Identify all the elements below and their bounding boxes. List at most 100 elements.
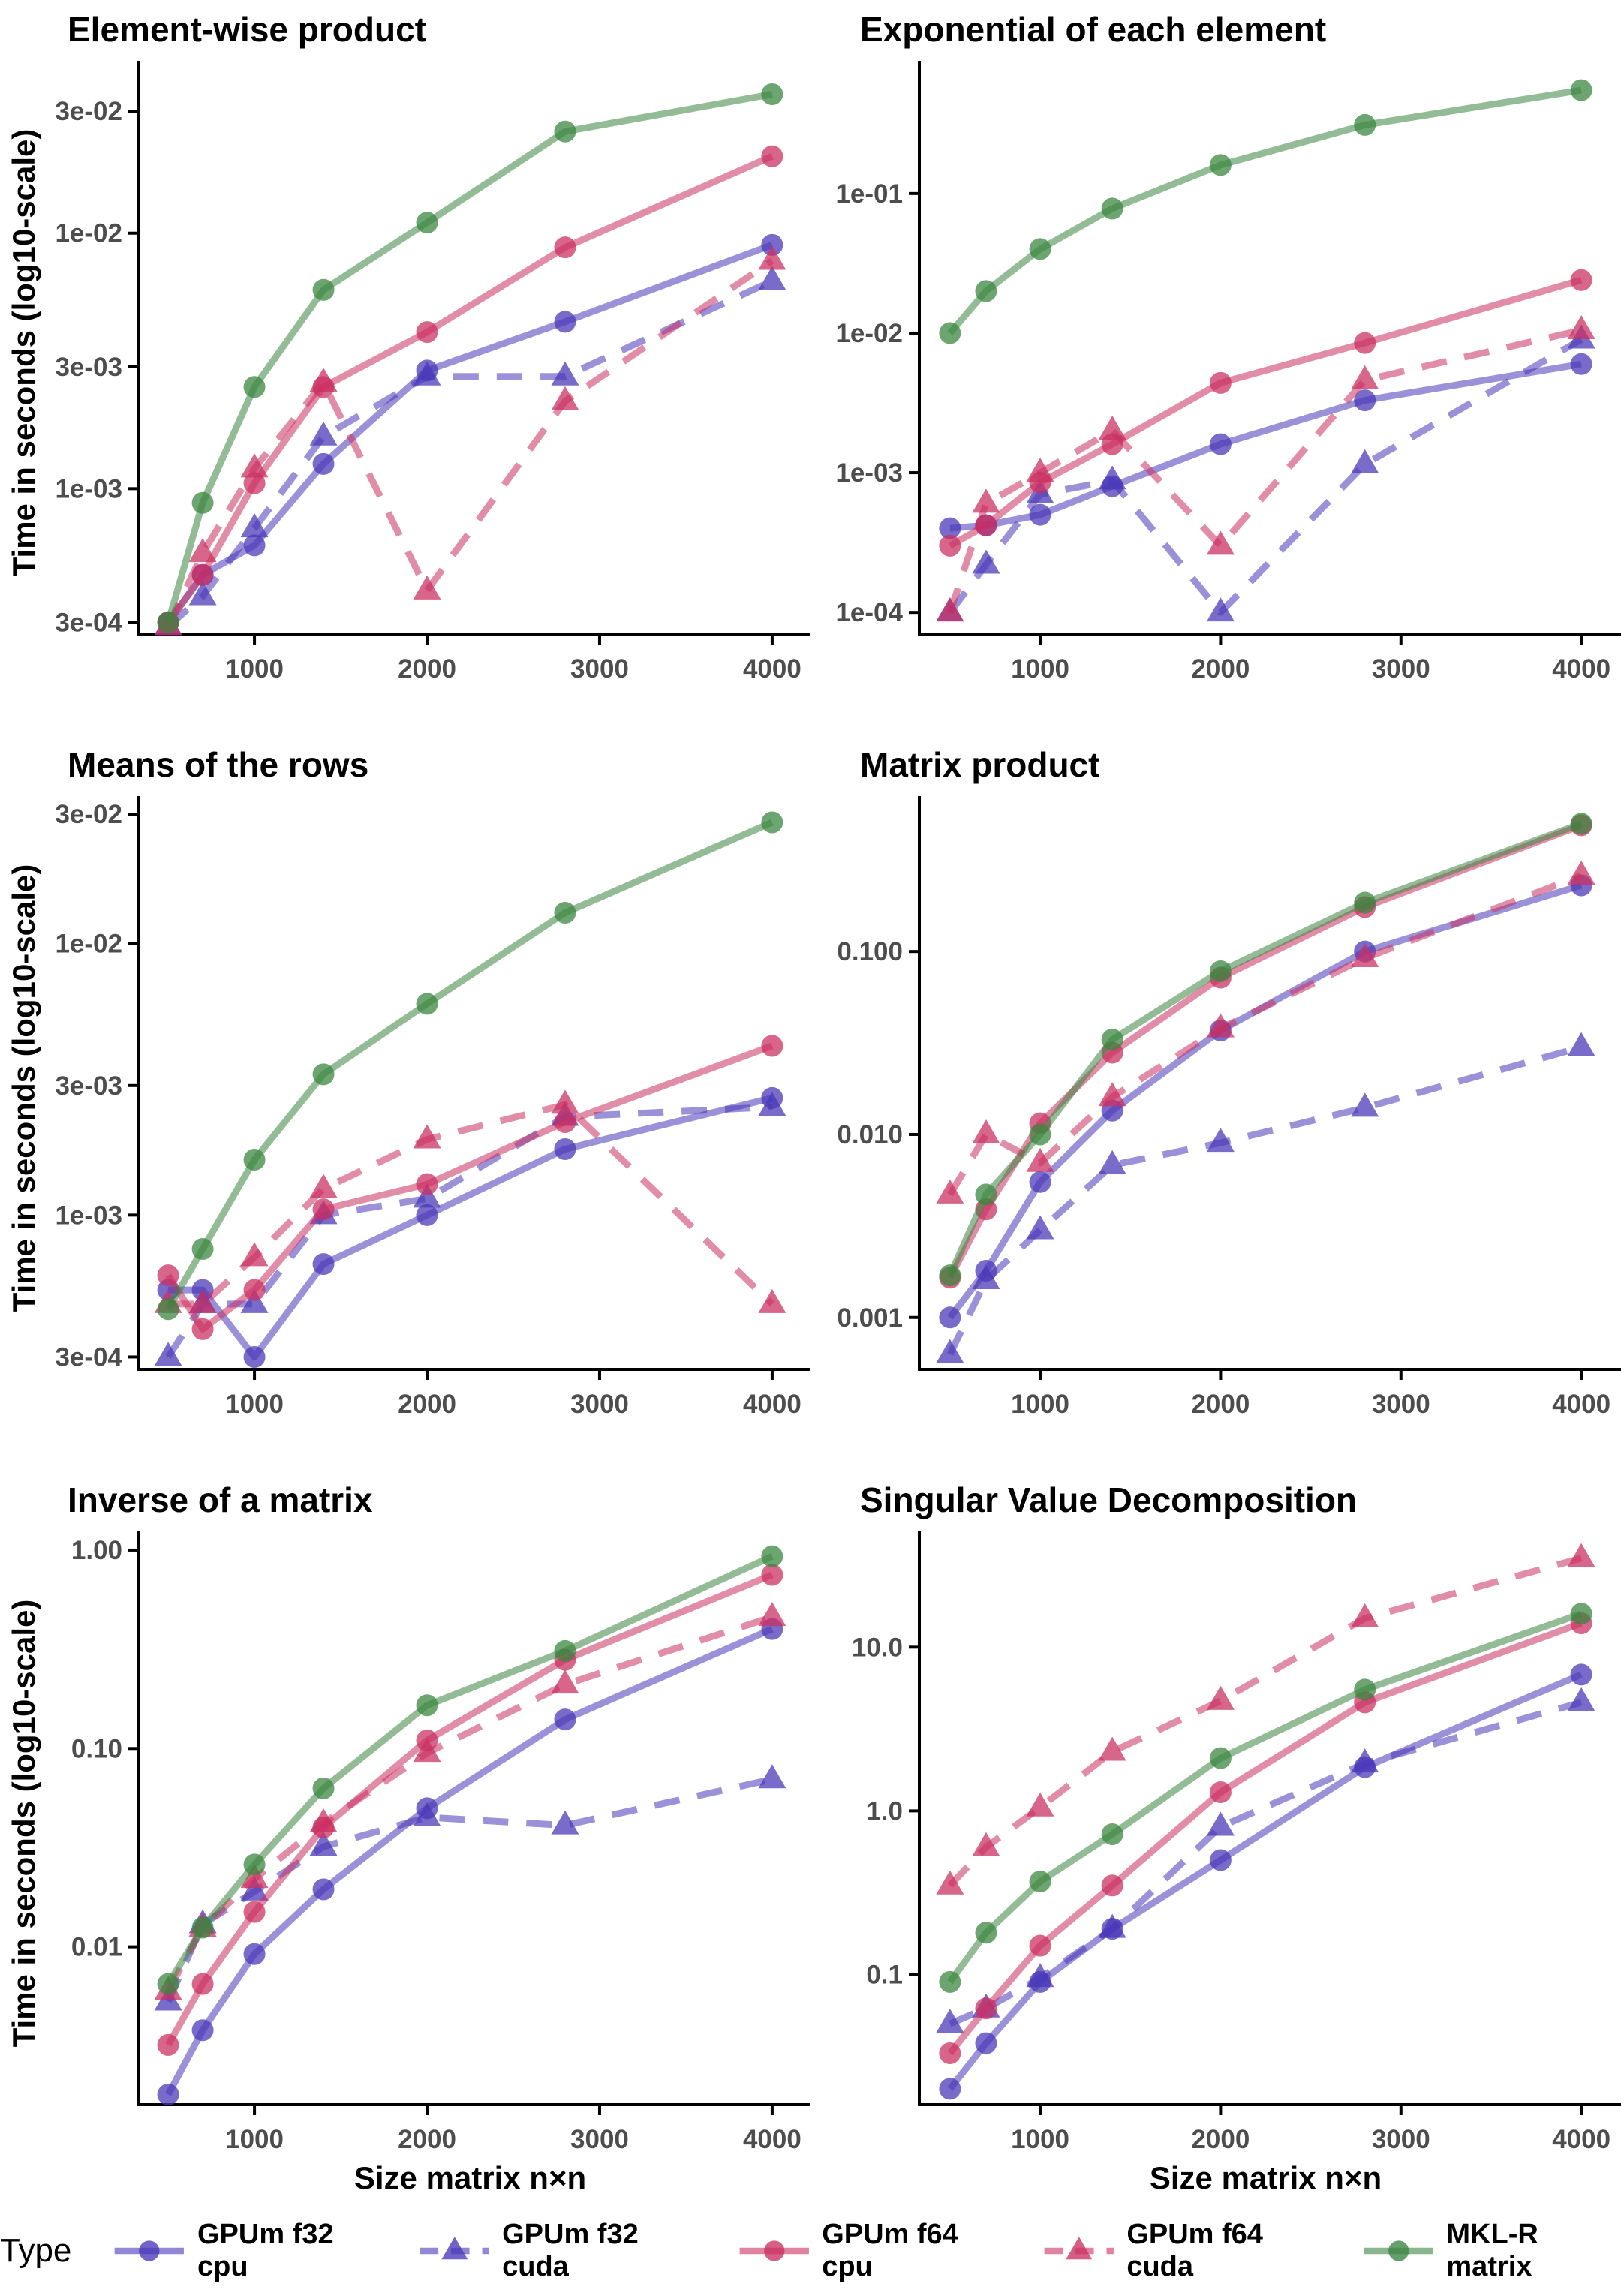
series-gpum-f64-cuda [154, 1089, 786, 1313]
legend-entry-gpum-f64-cuda: GPUm f64 cuda [1040, 2219, 1325, 2283]
y-tick-label: 3e-02 [55, 800, 122, 829]
y-tick-label: 1e-02 [55, 930, 122, 959]
triangle-marker-icon [420, 2237, 489, 2260]
x-tick-label: 4000 [1552, 654, 1610, 684]
x-tick-label: 2000 [398, 2125, 456, 2154]
y-tick-label: 3e-04 [55, 608, 122, 637]
x-tick-label: 2000 [398, 654, 456, 684]
y-tick-label: 0.010 [837, 1120, 903, 1150]
y-tick-label: 10.0 [852, 1633, 903, 1662]
x-tick-label: 4000 [1552, 1390, 1610, 1419]
x-tick-label: 3000 [1372, 2125, 1430, 2154]
x-tick-label: 2000 [1191, 654, 1250, 684]
means-of-rows-chart: 1000 2000 3000 4000 3e-04 1e-03 3e-03 1e-02 3e-0… [6, 796, 810, 1419]
x-axis-title: Size matrix n×n [1150, 2160, 1382, 2195]
y-tick-label: 3e-02 [55, 97, 122, 126]
axes: 1000 2000 3000 4000 0.1 1.0 10.0 [852, 1531, 1621, 2154]
singular-value-decomposition-chart: 1000 2000 3000 4000 0.1 1.0 10.0 Size matrix n×… [852, 1531, 1621, 2195]
circle-marker-icon [1364, 2240, 1433, 2261]
legend-entry-gpum-f64-cpu: GPUm f64 cpu [735, 2219, 1006, 2283]
y-tick-label: 0.10 [71, 1734, 122, 1763]
x-tick-label: 1000 [225, 2125, 284, 2154]
legend: Type GPUm f32 cpu GPUm f32 cuda GPUm f64… [0, 2206, 1621, 2296]
legend-entry-gpum-f32-cpu: GPUm f32 cpu [110, 2219, 380, 2283]
y-axis-title: Time in seconds (log10-scale) [6, 1600, 41, 2048]
inverse-of-matrix-chart: 1000 2000 3000 4000 0.01 0.10 1.00 Time in seco… [6, 1531, 810, 2195]
x-tick-label: 1000 [1011, 654, 1069, 684]
chart-title: Element-wise product [68, 10, 426, 49]
chart-title: Matrix product [860, 745, 1100, 784]
y-axis-title: Time in seconds (log10-scale) [6, 864, 41, 1312]
x-tick-label: 1000 [1011, 1390, 1069, 1419]
circle-marker-icon [115, 2240, 185, 2261]
legend-entry-mkl-r-matrix: MKL-R matrix [1360, 2219, 1621, 2283]
chart-title: Means of the rows [68, 745, 369, 784]
series-gpum-f32-cpu [157, 1618, 783, 2105]
panel-exponential-each-element: Exponential of each element 1000 2000 3000… [810, 0, 1621, 735]
series-mkl-r-matrix [939, 1603, 1592, 1993]
y-axis-title: Time in seconds (log10-scale) [6, 129, 41, 577]
chart-grid: Element-wise product 1000 2000 3000 4000 3e-… [0, 0, 1621, 2206]
x-tick-label: 3000 [570, 2125, 629, 2154]
panel-matrix-product: Matrix product 1000 2000 3000 4000 0.001 0.01… [810, 735, 1621, 1471]
legend-entry-label: MKL-R matrix [1446, 2219, 1538, 2282]
panel-inverse-of-matrix: Inverse of a matrix 1000 2000 3000 4000 0.01… [0, 1471, 810, 2206]
matrix-product-chart: 1000 2000 3000 4000 0.001 0.010 0.100 [837, 796, 1621, 1419]
circle-marker-icon [739, 2240, 809, 2261]
series-gpum-f32-cpu [939, 874, 1592, 1329]
y-tick-label: 1.0 [866, 1796, 903, 1826]
series-gpum-f64-cpu [939, 814, 1592, 1289]
exponential-each-element-chart: 1000 2000 3000 4000 1e-04 1e-03 1e-02 1e-01 [835, 61, 1621, 684]
panel-element-wise-product: Element-wise product 1000 2000 3000 4000 3e-… [0, 0, 810, 735]
chart-title: Singular Value Decomposition [860, 1480, 1358, 1519]
legend-entry-label: GPUm f64 cuda [1126, 2219, 1263, 2282]
series-mkl-r-matrix [157, 811, 783, 1321]
legend-entry-label: GPUm f32 cpu [197, 2219, 334, 2282]
panel-singular-value-decomposition: Singular Value Decomposition 1000 2000 300… [810, 1471, 1621, 2206]
y-tick-label: 1e-03 [55, 474, 122, 503]
legend-entry-gpum-f32-cuda: GPUm f32 cuda [416, 2219, 701, 2283]
x-tick-label: 3000 [1372, 654, 1430, 684]
series-gpum-f64-cpu [157, 1035, 783, 1340]
series-gpum-f64-cuda [154, 245, 786, 636]
x-tick-label: 2000 [1191, 1390, 1250, 1419]
x-tick-label: 3000 [570, 654, 629, 684]
series-mkl-r-matrix [157, 1545, 783, 1995]
y-tick-label: 1e-01 [835, 179, 903, 209]
x-tick-label: 3000 [570, 1390, 629, 1419]
legend-entry-label: GPUm f32 cuda [502, 2219, 639, 2282]
series-gpum-f32-cuda [936, 1687, 1595, 2033]
triangle-marker-icon [1044, 2237, 1114, 2260]
x-tick-label: 4000 [1552, 2125, 1610, 2154]
x-tick-label: 2000 [398, 1390, 456, 1419]
series-gpum-f32-cuda [936, 1032, 1595, 1363]
series-gpum-f32-cuda [154, 1092, 786, 1366]
x-tick-label: 4000 [743, 1390, 801, 1419]
x-tick-label: 2000 [1191, 2125, 1250, 2154]
x-tick-label: 1000 [225, 654, 284, 684]
x-tick-label: 3000 [1372, 1390, 1430, 1419]
chart-title: Inverse of a matrix [68, 1480, 373, 1519]
series-mkl-r-matrix [939, 79, 1592, 344]
x-axis-title: Size matrix n×n [354, 2160, 586, 2195]
y-tick-label: 0.1 [866, 1960, 903, 1989]
x-tick-label: 1000 [1011, 2125, 1069, 2154]
axes: 1000 2000 3000 4000 0.001 0.010 0.100 [837, 796, 1621, 1419]
x-tick-label: 1000 [225, 1390, 284, 1419]
y-tick-label: 3e-04 [55, 1342, 122, 1372]
element-wise-product-chart: 1000 2000 3000 4000 3e-04 1e-03 3e-03 1e-02 3e-0… [6, 61, 810, 684]
y-tick-label: 1e-02 [835, 319, 903, 348]
series-gpum-f64-cuda [936, 1543, 1595, 1895]
series-gpum-f64-cuda [936, 315, 1595, 622]
y-tick-label: 1.00 [71, 1536, 122, 1565]
y-tick-label: 3e-03 [55, 1071, 122, 1101]
axes: 1000 2000 3000 4000 3e-04 1e-03 3e-03 1e-02 3e-0… [55, 796, 810, 1419]
series-gpum-f32-cpu [939, 353, 1592, 539]
series-gpum-f64-cpu [939, 1612, 1592, 2064]
axes: 1000 2000 3000 4000 1e-04 1e-03 1e-02 1e-01 [835, 61, 1621, 684]
y-tick-label: 0.01 [71, 1933, 122, 1962]
y-tick-label: 1e-04 [835, 598, 903, 627]
x-tick-label: 4000 [743, 2125, 801, 2154]
y-tick-label: 1e-03 [835, 458, 903, 488]
